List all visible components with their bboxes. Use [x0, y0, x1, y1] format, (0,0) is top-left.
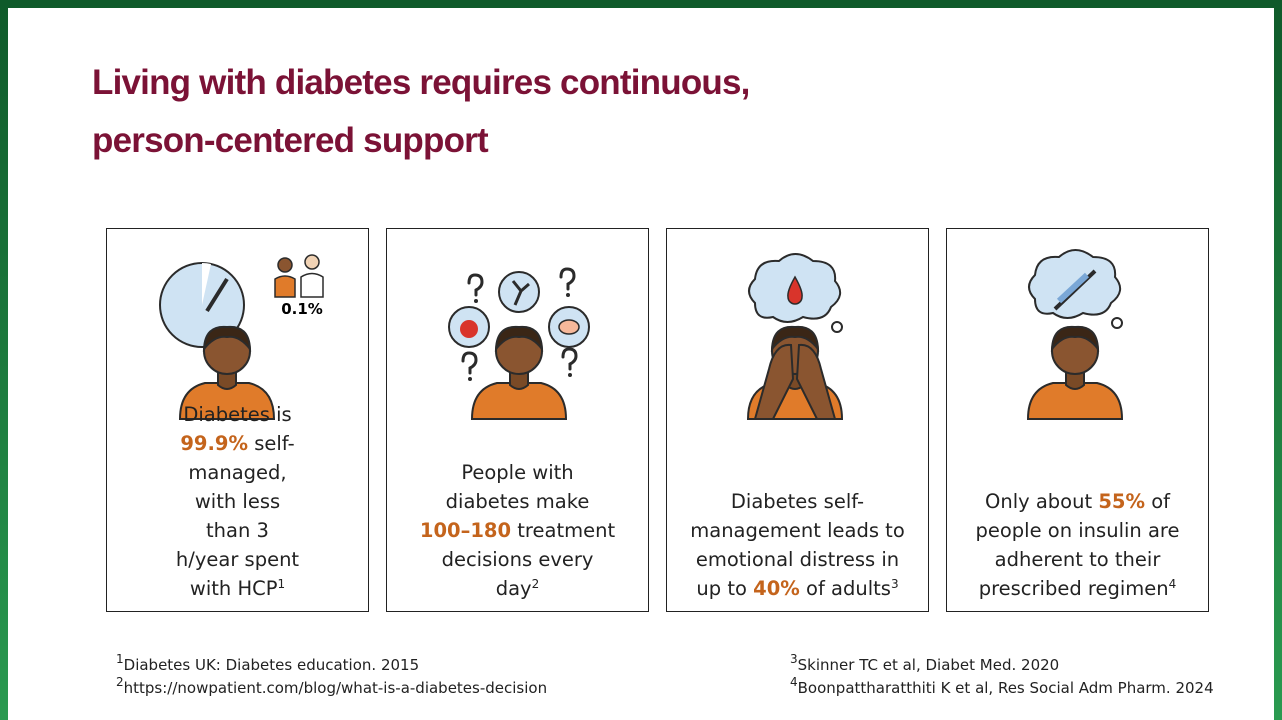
text: of adults	[799, 577, 891, 600]
footnote-text: Boonpattharatthiti K et al, Res Social A…	[797, 679, 1214, 697]
card-text: Diabetes self-management leads to emotio…	[688, 487, 908, 603]
footnote-ref: 3	[890, 577, 899, 591]
stat-card: 0.1% Diabetes is 99.9% self-managed, wit…	[106, 228, 369, 612]
footnote: 4Boonpattharatthiti K et al, Res Social …	[790, 675, 1214, 700]
card-text: Diabetes is 99.9% self-managed, with les…	[172, 400, 303, 603]
footnote-text: Diabetes UK: Diabetes education. 2015	[123, 656, 420, 674]
slide-title: Living with diabetes requires continuous…	[92, 54, 750, 170]
highlight: 100–180	[419, 519, 512, 542]
stat-card: People with diabetes make 100–180 treatm…	[386, 228, 649, 612]
text: Only about	[984, 490, 1099, 513]
card-icon: 0.1%	[159, 254, 324, 420]
text: People with diabetes make	[445, 461, 590, 513]
footnote-ref: 4	[1168, 577, 1177, 591]
text: of people on insulin are adherent to the…	[975, 490, 1180, 600]
title-line: Living with diabetes requires continuous…	[92, 63, 750, 102]
text: treatment decisions every day	[441, 519, 616, 600]
footnote-number: 3	[790, 652, 798, 666]
highlight: 55%	[1098, 490, 1145, 513]
footnote-text: Skinner TC et al, Diabet Med. 2020	[797, 656, 1060, 674]
footnote: 3Skinner TC et al, Diabet Med. 2020	[790, 652, 1060, 677]
footnote-ref: 2	[531, 577, 540, 591]
highlight: 40%	[753, 577, 800, 600]
stat-card: Only about 55% of people on insulin are …	[946, 228, 1209, 612]
card-icon	[1026, 249, 1124, 420]
highlight: 99.9%	[180, 432, 249, 455]
text: Diabetes self-management leads to emotio…	[690, 490, 905, 600]
card-text: People with diabetes make 100–180 treatm…	[418, 458, 618, 603]
footnote-number: 4	[790, 675, 798, 689]
stat-card: Diabetes self-management leads to emotio…	[666, 228, 929, 612]
text: Diabetes is	[183, 403, 292, 426]
footnote-number: 2	[116, 675, 124, 689]
slide: Living with diabetes requires continuous…	[8, 8, 1274, 720]
card-icon	[746, 253, 844, 420]
footnote-ref: 1	[277, 577, 286, 591]
card-icon	[448, 267, 590, 420]
text: self-managed, with less than 3 h/year sp…	[175, 432, 300, 600]
footnote-text: https://nowpatient.com/blog/what-is-a-di…	[123, 679, 548, 697]
footnote-number: 1	[116, 652, 124, 666]
icon-label: 0.1%	[281, 300, 323, 318]
title-line: person-centered support	[92, 121, 489, 160]
footnote: 1Diabetes UK: Diabetes education. 2015	[116, 652, 420, 677]
footnote: 2https://nowpatient.com/blog/what-is-a-d…	[116, 675, 548, 700]
card-text: Only about 55% of people on insulin are …	[958, 487, 1198, 603]
